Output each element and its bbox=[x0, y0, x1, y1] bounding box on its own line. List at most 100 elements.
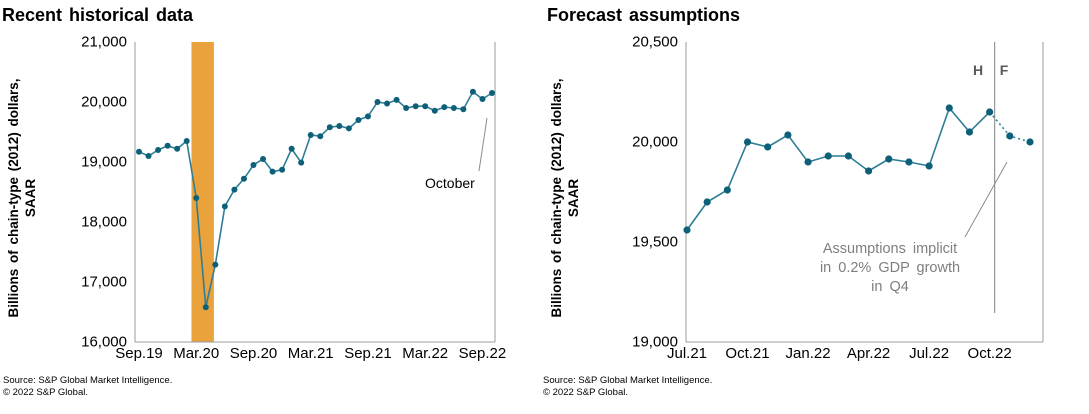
x-tick-label: Apr.22 bbox=[846, 345, 891, 362]
history-label: H bbox=[972, 62, 984, 78]
forecast-y-axis-title: Billions of chain-type (2012) dollars, S… bbox=[548, 40, 584, 356]
data-point bbox=[298, 159, 305, 166]
data-point bbox=[723, 186, 731, 194]
data-point bbox=[193, 195, 200, 201]
data-point bbox=[784, 131, 792, 139]
data-point bbox=[307, 132, 314, 138]
y-tick-label: 21,000 bbox=[81, 33, 127, 51]
y-tick-label: 20,000 bbox=[81, 93, 127, 111]
data-point bbox=[1026, 138, 1034, 146]
data-point bbox=[824, 152, 832, 160]
forecast-chart-title: Forecast assumptions bbox=[547, 5, 741, 25]
x-tick-label: Sep.20 bbox=[229, 345, 278, 362]
data-point bbox=[183, 138, 190, 144]
forecast-label: F bbox=[999, 62, 1009, 78]
data-point bbox=[460, 106, 467, 113]
x-tick-label: Sep.21 bbox=[344, 345, 392, 362]
history-line bbox=[686, 106, 991, 231]
data-point bbox=[393, 96, 400, 103]
y-axis-title-line2: SAAR bbox=[23, 178, 38, 218]
data-point bbox=[240, 175, 247, 182]
data-point bbox=[743, 138, 752, 146]
x-tick-label: Oct.21 bbox=[725, 345, 770, 362]
data-point bbox=[269, 168, 276, 175]
y-tick-label: 19,000 bbox=[81, 153, 127, 171]
data-point bbox=[422, 103, 429, 110]
assumptions-annotation-line2: in 0.2% GDP growth bbox=[819, 260, 961, 276]
data-point bbox=[479, 96, 486, 102]
data-point bbox=[804, 158, 812, 166]
x-tick-label: Mar.22 bbox=[402, 345, 449, 362]
data-point bbox=[355, 117, 362, 123]
data-point bbox=[174, 145, 181, 152]
source-line1: Source: S&P Global Market Intelligence. bbox=[3, 375, 173, 386]
historical-source-note: Source: S&P Global Market Intelligence. … bbox=[3, 375, 172, 399]
y-axis-title-line1: Billions of chain-type (2012) dollars, bbox=[6, 78, 21, 318]
data-point bbox=[403, 105, 410, 111]
data-point bbox=[431, 107, 438, 114]
data-point bbox=[345, 125, 352, 132]
data-point bbox=[469, 88, 476, 95]
assumptions-annotation-line3: in Q4 bbox=[871, 279, 909, 295]
x-tick-label: Mar.20 bbox=[173, 345, 220, 362]
data-point bbox=[288, 145, 295, 152]
data-point bbox=[450, 105, 457, 111]
data-point bbox=[683, 226, 691, 234]
source-line2: © 2022 S&P Global. bbox=[3, 387, 88, 398]
assumptions-annotation-line1: Assumptions implicit bbox=[822, 241, 958, 257]
data-point bbox=[260, 156, 267, 162]
data-point bbox=[864, 167, 873, 175]
data-point bbox=[965, 128, 974, 136]
data-point bbox=[336, 123, 343, 129]
x-tick-label: Jan.22 bbox=[785, 345, 831, 362]
data-point bbox=[326, 124, 333, 131]
x-tick-label: Oct.22 bbox=[967, 345, 1012, 362]
data-point bbox=[905, 158, 913, 166]
data-point bbox=[145, 153, 152, 159]
data-point bbox=[925, 162, 933, 170]
y-tick-label: 20,500 bbox=[632, 33, 678, 51]
y-tick-label: 16,000 bbox=[81, 333, 127, 351]
data-point bbox=[844, 152, 853, 160]
data-point bbox=[1006, 132, 1014, 140]
y-tick-label: 19,500 bbox=[632, 233, 678, 251]
data-point bbox=[384, 100, 391, 107]
data-point bbox=[412, 103, 419, 110]
x-tick-label: Sep.19 bbox=[115, 345, 163, 362]
data-point bbox=[364, 113, 371, 120]
data-point bbox=[764, 143, 772, 151]
data-point bbox=[986, 108, 994, 116]
annotation-callout-line bbox=[478, 117, 488, 172]
x-tick-label: Jul.21 bbox=[666, 345, 708, 362]
data-point bbox=[212, 261, 219, 268]
data-point bbox=[202, 304, 209, 311]
data-point bbox=[155, 147, 162, 153]
data-point bbox=[279, 166, 286, 173]
data-point bbox=[221, 203, 228, 210]
source-line2: © 2022 S&P Global. bbox=[543, 387, 628, 398]
data-point bbox=[885, 155, 893, 163]
data-point bbox=[250, 162, 257, 168]
data-point bbox=[136, 148, 142, 155]
historical-chart-title: Recent historical data bbox=[2, 5, 194, 25]
y-tick-label: 17,000 bbox=[81, 273, 127, 291]
data-point bbox=[231, 186, 238, 193]
y-axis-title-line2: SAAR bbox=[566, 178, 581, 218]
recession-band bbox=[191, 42, 214, 342]
forecast-source-note: Source: S&P Global Market Intelligence. … bbox=[543, 375, 712, 399]
assumptions-annotation: Assumptions implicit in 0.2% GDP growth … bbox=[778, 240, 1002, 297]
october-annotation: October bbox=[425, 175, 475, 191]
historical-y-axis-title: Billions of chain-type (2012) dollars, S… bbox=[5, 40, 41, 356]
x-tick-label: Jul.22 bbox=[909, 345, 950, 362]
y-axis-title-line1: Billions of chain-type (2012) dollars, bbox=[549, 78, 564, 318]
annotation-callout-line bbox=[964, 161, 1008, 238]
y-tick-label: 19,000 bbox=[632, 333, 678, 351]
x-tick-label: Mar.21 bbox=[287, 345, 334, 362]
data-point bbox=[945, 104, 953, 112]
y-tick-label: 18,000 bbox=[81, 213, 127, 231]
data-point bbox=[489, 90, 495, 96]
source-line1: Source: S&P Global Market Intelligence. bbox=[543, 375, 713, 386]
data-point bbox=[317, 133, 324, 140]
